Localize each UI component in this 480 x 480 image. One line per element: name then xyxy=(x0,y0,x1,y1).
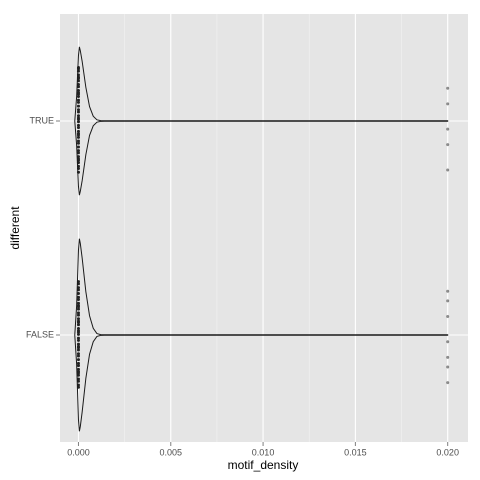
data-point xyxy=(446,127,450,131)
data-point xyxy=(76,361,80,365)
data-point xyxy=(76,85,80,89)
data-point xyxy=(76,348,80,352)
y-tick-label: FALSE xyxy=(26,329,54,339)
data-point xyxy=(76,377,80,381)
data-point xyxy=(76,117,80,121)
data-point xyxy=(446,315,450,319)
data-point xyxy=(76,114,80,118)
data-point xyxy=(76,94,80,98)
data-point xyxy=(76,295,80,299)
data-point xyxy=(76,298,80,302)
data-point xyxy=(76,358,80,362)
data-point xyxy=(76,364,80,368)
data-point xyxy=(76,332,80,336)
data-point xyxy=(76,326,80,330)
data-point xyxy=(76,307,80,311)
y-axis-title: different xyxy=(8,206,22,250)
violin xyxy=(74,238,449,432)
x-tick-label: 0.020 xyxy=(436,447,459,457)
data-point xyxy=(76,317,80,321)
data-point xyxy=(76,141,80,145)
data-point xyxy=(76,108,80,112)
data-point xyxy=(76,342,80,346)
data-point xyxy=(76,320,80,324)
x-axis-title: motif_density xyxy=(228,458,299,472)
data-point xyxy=(446,365,450,369)
data-point xyxy=(76,145,80,149)
data-point xyxy=(446,355,450,359)
plot-panel xyxy=(60,14,468,442)
data-point xyxy=(446,102,450,106)
data-point xyxy=(76,292,80,296)
data-point xyxy=(76,100,80,104)
data-point xyxy=(76,88,80,92)
data-point xyxy=(76,305,80,309)
data-point xyxy=(76,155,80,159)
data-point xyxy=(76,367,80,371)
data-point xyxy=(446,381,450,385)
x-tick-label: 0.005 xyxy=(160,447,183,457)
data-point xyxy=(76,98,80,102)
violin xyxy=(74,46,449,196)
x-tick-label: 0.010 xyxy=(252,447,275,457)
data-point xyxy=(446,340,450,344)
data-point xyxy=(76,129,80,133)
data-point xyxy=(76,346,80,350)
data-point xyxy=(76,301,80,305)
data-point xyxy=(446,143,450,147)
data-point xyxy=(76,120,80,124)
data-point xyxy=(76,371,80,375)
data-point xyxy=(76,323,80,327)
data-point xyxy=(76,139,80,143)
data-point xyxy=(446,289,450,293)
data-point xyxy=(76,354,80,358)
data-point xyxy=(76,311,80,315)
data-point xyxy=(76,135,80,139)
data-point xyxy=(76,313,80,317)
data-point xyxy=(76,133,80,137)
data-point xyxy=(76,336,80,340)
data-point xyxy=(76,83,80,87)
data-point xyxy=(76,110,80,114)
data-point xyxy=(76,104,80,108)
data-point xyxy=(446,86,450,90)
x-tick-label: 0.000 xyxy=(67,447,90,457)
data-point xyxy=(76,288,80,292)
data-point xyxy=(76,330,80,334)
data-point xyxy=(76,352,80,356)
data-point xyxy=(76,151,80,155)
x-tick-label: 0.015 xyxy=(344,447,367,457)
data-point xyxy=(446,299,450,303)
y-tick-label: TRUE xyxy=(30,115,55,125)
data-point xyxy=(76,149,80,153)
data-point xyxy=(76,373,80,377)
data-point xyxy=(76,338,80,342)
data-point xyxy=(76,126,80,130)
data-point xyxy=(446,168,450,172)
data-point xyxy=(76,92,80,96)
data-point xyxy=(76,123,80,127)
